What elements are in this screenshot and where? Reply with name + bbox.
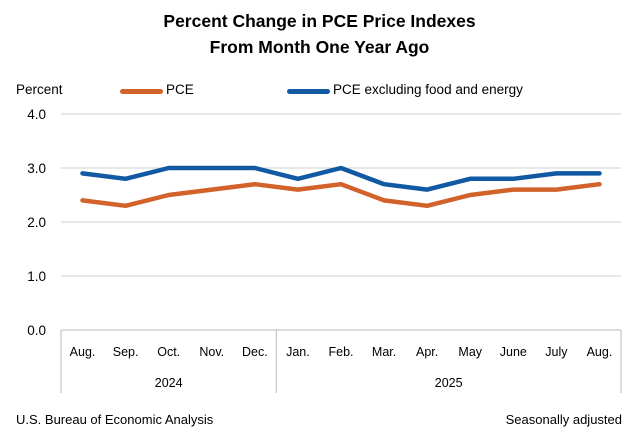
chart-title: Percent Change in PCE Price Indexes From…: [0, 8, 639, 60]
pce-excluding-food-and-energy-line: [80, 165, 602, 192]
x-tick-label-8: Apr.: [416, 345, 438, 359]
pce-legend-label: PCE: [166, 82, 194, 97]
y-axis-unit-label: Percent: [16, 82, 63, 97]
source-attribution: U.S. Bureau of Economic Analysis: [16, 412, 214, 427]
y-tick-label-1.0: 1.0: [27, 269, 46, 284]
x-tick-label-0: Aug.: [70, 345, 96, 359]
x-tick-label-4: Dec.: [242, 345, 268, 359]
pce-legend-line-swatch: [120, 89, 163, 94]
x-tick-label-11: July: [545, 345, 568, 359]
year-label-2024: 2024: [155, 376, 183, 390]
core-pce-legend-label: PCE excluding food and energy: [333, 82, 523, 97]
y-tick-label-3.0: 3.0: [27, 161, 46, 176]
pce-line: [80, 181, 602, 209]
y-tick-label-4.0: 4.0: [27, 107, 46, 122]
x-tick-label-2: Oct.: [157, 345, 180, 359]
y-tick-label-0.0: 0.0: [27, 323, 46, 338]
x-tick-label-7: Mar.: [372, 345, 396, 359]
year-label-2025: 2025: [435, 376, 463, 390]
x-tick-label-3: Nov.: [199, 345, 224, 359]
x-tick-label-6: Feb.: [328, 345, 353, 359]
x-tick-label-1: Sep.: [113, 345, 139, 359]
y-tick-label-2.0: 2.0: [27, 215, 46, 230]
seasonal-adjustment-note: Seasonally adjusted: [505, 412, 622, 427]
chart-title-line2: From Month One Year Ago: [209, 37, 430, 57]
x-tick-label-5: Jan.: [286, 345, 310, 359]
core-pce-legend-line-swatch: [287, 89, 330, 94]
x-tick-label-9: May: [458, 345, 482, 359]
x-tick-label-10: June: [500, 345, 527, 359]
chart-title-line1: Percent Change in PCE Price Indexes: [163, 11, 476, 31]
x-tick-label-12: Aug.: [587, 345, 613, 359]
